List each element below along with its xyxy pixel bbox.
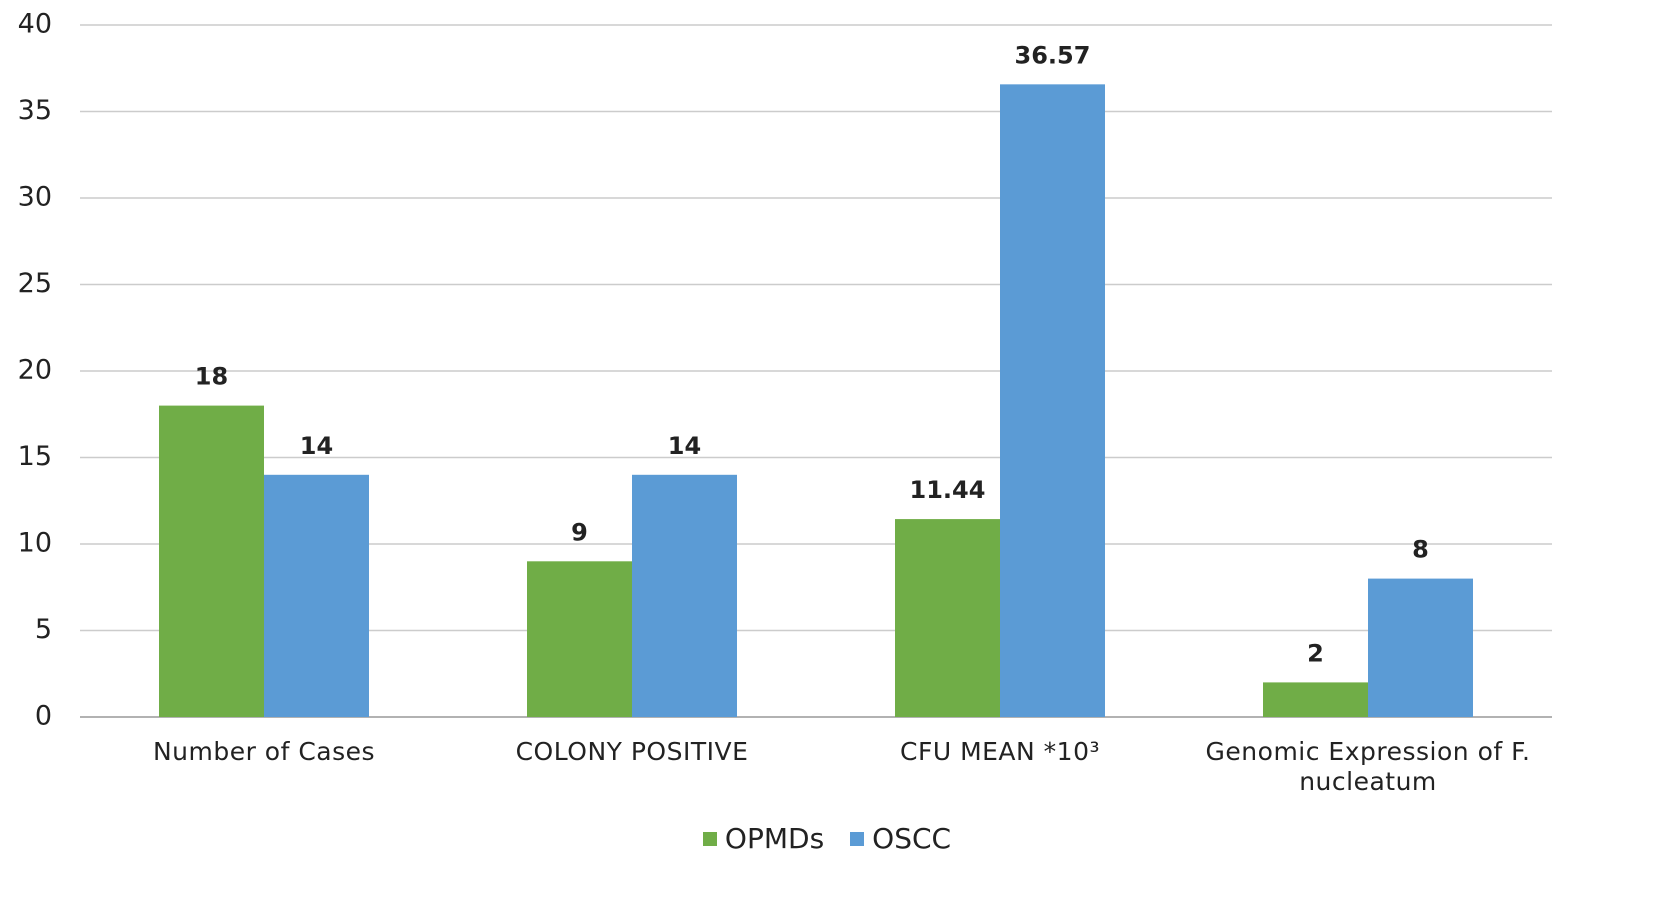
bar [1368,578,1473,717]
value-label: 11.44 [910,476,986,504]
legend-swatch [702,831,717,846]
x-tick-label: CFU MEAN *10³ [899,737,1101,766]
value-label: 14 [300,432,333,460]
x-tick-label: Number of Cases [152,737,376,766]
legend-label: OPMDs [724,822,825,855]
bar [895,519,1000,717]
y-tick-label: 15 [18,441,52,472]
legend-item: OPMDs [702,822,825,855]
bar [1263,682,1368,717]
value-label: 36.57 [1015,41,1091,69]
x-tick-label: COLONY POSITIVE [515,737,749,766]
value-label: 14 [668,432,701,460]
value-label: 8 [1412,536,1429,564]
legend-swatch [850,831,865,846]
y-tick-label: 5 [35,614,52,645]
value-label: 2 [1307,639,1324,667]
bar [632,474,737,717]
y-tick-label: 40 [18,9,52,40]
value-label: 18 [195,363,228,391]
bar [159,405,264,717]
bar [264,474,369,717]
bar [1000,84,1105,718]
y-tick-label: 0 [35,701,52,732]
bar [527,561,632,717]
y-tick-label: 20 [18,355,52,386]
y-tick-label: 30 [18,182,52,213]
y-tick-label: 25 [18,268,52,299]
legend-label: OSCC [872,822,952,855]
value-label: 9 [571,518,588,546]
y-tick-label: 35 [18,95,52,126]
x-tick-label: Genomic Expression of F. nucleatum [1205,737,1531,796]
legend: OPMDs OSCC [0,822,1654,855]
legend-item: OSCC [850,822,951,855]
y-tick-label: 10 [18,528,52,559]
